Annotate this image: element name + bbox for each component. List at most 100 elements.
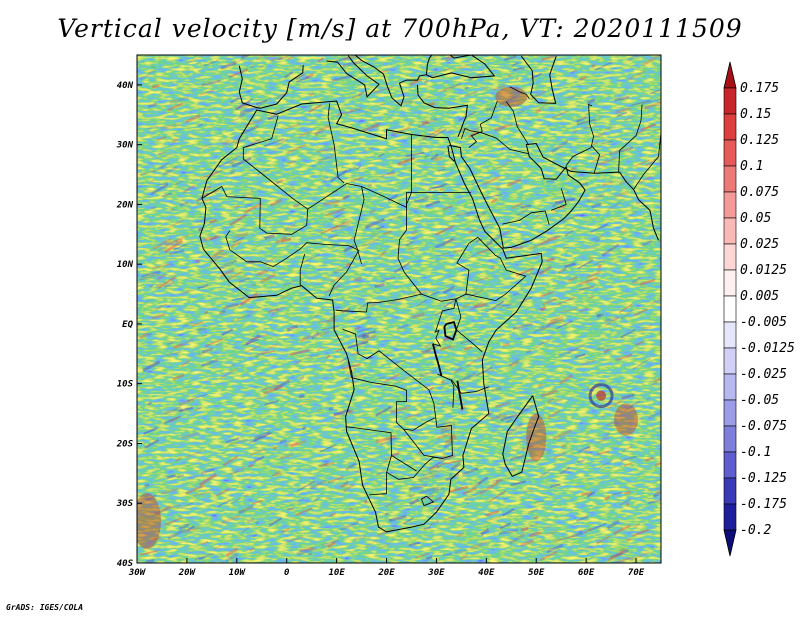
field-streak [143,426,158,435]
field-streak [384,501,396,508]
field-streak [461,302,471,310]
field-streak [490,234,502,243]
field-streak [154,153,175,160]
field-streak [615,106,631,115]
field-streak [538,265,553,276]
field-streak [184,526,201,534]
lat-label: 10S [117,380,134,390]
colorbar-min-arrow [723,529,737,557]
field-streak [619,547,626,554]
field-streak [506,306,511,309]
field-streak [243,203,264,214]
field-streak [610,549,629,560]
field-streak [267,308,279,314]
field-patch [526,413,547,462]
field-streak [361,330,377,337]
field-streak [242,101,251,106]
field-streak [448,433,456,440]
colorbar-label: -0.1 [740,445,771,460]
field-patch [137,493,161,550]
field-streak [437,432,452,440]
lat-label: 20N [116,200,134,210]
field-streak [601,180,614,187]
field-streak [421,120,429,126]
field-streak [429,520,440,527]
field-streak [599,156,618,166]
field-noise [137,55,661,563]
field-streak [310,332,320,340]
field-streak [251,499,264,505]
field-streak [624,210,638,221]
field-streak [415,552,430,559]
field-streak [564,229,574,237]
field-streak [558,347,579,358]
field-streak [228,438,249,447]
field-streak [499,522,511,530]
field-streak [187,55,206,64]
field-streak [286,536,304,543]
field-streak [277,389,295,395]
field-streak [197,350,209,356]
field-streak [286,159,296,165]
field-streak [631,277,641,284]
field-streak [483,193,503,199]
field-streak [151,313,166,320]
field-streak [630,551,650,561]
field-streak [589,295,594,299]
field-streak [492,84,506,91]
field-streak [150,206,157,210]
lat-label: 40N [117,81,134,91]
field-streak [577,259,594,270]
field-streak [164,239,184,254]
field-streak [313,497,320,502]
field-streak [339,483,349,488]
field-streak [299,376,305,381]
field-streak [618,303,633,314]
field-streak [184,289,190,294]
field-streak [612,524,631,535]
field-streak [341,194,351,201]
field-streak [545,320,557,328]
field-streak [642,55,661,67]
field-streak [422,128,442,141]
field-streak [230,497,241,505]
field-streak [217,499,231,507]
field-streak [597,264,603,269]
country-borders [201,86,661,507]
field-streak [213,545,222,551]
field-streak [356,326,373,334]
colorbar-swatch [723,191,737,219]
colorbar-swatch [723,347,737,375]
field-streak [604,495,611,501]
field-streak [622,445,633,453]
border-line [479,100,498,132]
map-frame [136,54,662,564]
field-streak [251,283,257,287]
field-streak [458,64,469,70]
field-streak [459,287,479,299]
field-streak [480,528,490,536]
lon-label: 20E [377,568,395,578]
field-streak [601,243,620,257]
field-streak [586,491,596,498]
border-line [505,101,530,146]
field-streak [540,235,560,246]
field-streak [244,344,262,354]
field-streak [332,189,339,194]
field-streak [516,208,529,217]
field-streak [351,380,357,385]
field-streak [171,138,179,144]
field-streak [244,202,263,214]
field-streak [532,325,545,335]
field-streak [444,436,457,444]
field-streak [342,363,361,370]
latitude-axis: 40N 30N 20N 10N EQ 10S 20S 30S 40S [116,81,142,569]
colorbar-label: -0.2 [740,523,771,538]
field-streak [327,475,344,484]
field-streak [237,274,248,281]
field-streak [546,398,554,404]
field-streak [309,479,327,490]
field-streak [583,527,592,534]
field-streak [491,477,510,486]
field-streak [408,483,428,491]
